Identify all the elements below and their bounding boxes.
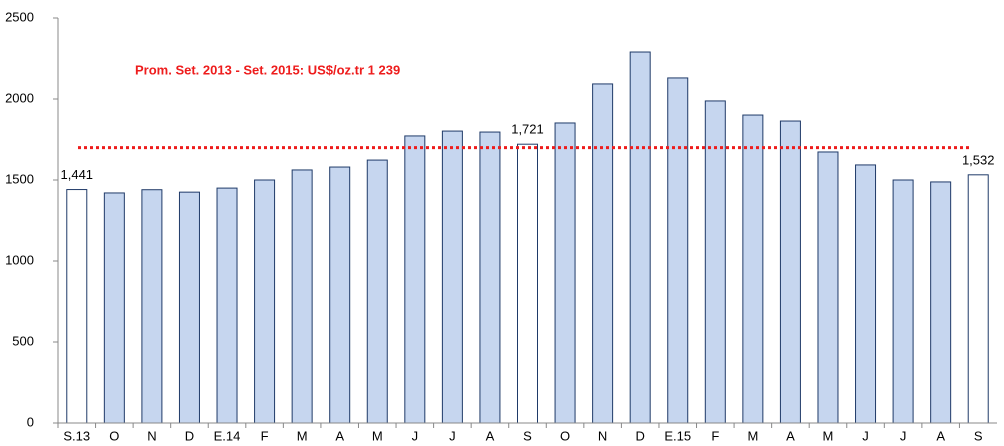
x-tick-label: D: [185, 428, 194, 443]
x-tick-label: F: [711, 428, 719, 443]
x-tick-label: J: [862, 428, 869, 443]
x-tick-label: M: [747, 428, 758, 443]
bar: [892, 179, 914, 424]
y-tick-label: 1000: [5, 252, 34, 267]
bar: [817, 151, 839, 424]
x-tick-label: M: [372, 428, 383, 443]
bar: [103, 192, 125, 424]
bar: [329, 166, 351, 424]
bar: [216, 187, 238, 424]
x-tick-label: S: [974, 428, 983, 443]
x-tick-label: O: [109, 428, 119, 443]
x-tick-label: A: [486, 428, 495, 443]
value-label: 1,721: [511, 122, 544, 137]
bar: [667, 77, 689, 424]
bar: [704, 100, 726, 424]
bar: [517, 143, 538, 424]
x-tick-label: A: [335, 428, 344, 443]
bar: [855, 164, 877, 424]
bar: [779, 120, 801, 424]
x-tick-label: F: [261, 428, 269, 443]
value-label: 1,441: [61, 167, 94, 182]
bar: [554, 122, 576, 424]
bar: [629, 51, 651, 424]
x-tick-label: E.14: [214, 428, 241, 443]
x-tick-label: M: [297, 428, 308, 443]
bar: [66, 189, 88, 424]
y-tick-label: 0: [27, 414, 34, 429]
bar: [141, 189, 163, 424]
x-tick-label: S.13: [63, 428, 90, 443]
y-tick-label: 1500: [5, 171, 34, 186]
x-tick-label: D: [635, 428, 644, 443]
x-tick-label: M: [823, 428, 834, 443]
bar: [930, 181, 952, 424]
x-tick-label: J: [900, 428, 907, 443]
y-tick-label: 2500: [5, 9, 34, 24]
bar: [366, 159, 388, 424]
bar: [742, 114, 764, 424]
bar: [404, 135, 426, 424]
bar: [479, 131, 501, 424]
x-tick-label: A: [786, 428, 795, 443]
bar: [441, 130, 463, 424]
bar: [967, 174, 989, 424]
y-tick-label: 2000: [5, 90, 34, 105]
x-tick-label: N: [147, 428, 156, 443]
x-tick-label: A: [936, 428, 945, 443]
y-tick-label: 500: [12, 333, 34, 348]
x-tick-label: O: [560, 428, 570, 443]
annotation: Prom. Set. 2013 - Set. 2015: US$/oz.tr 1…: [135, 62, 400, 77]
value-label: 1,532: [962, 152, 995, 167]
x-tick-label: J: [412, 428, 419, 443]
bar: [178, 191, 200, 424]
bar: [592, 83, 614, 424]
x-tick-label: N: [598, 428, 607, 443]
x-tick-label: E.15: [664, 428, 691, 443]
x-tick-label: J: [449, 428, 456, 443]
x-tick-label: S: [523, 428, 532, 443]
bar: [254, 179, 276, 424]
bar: [291, 169, 313, 424]
